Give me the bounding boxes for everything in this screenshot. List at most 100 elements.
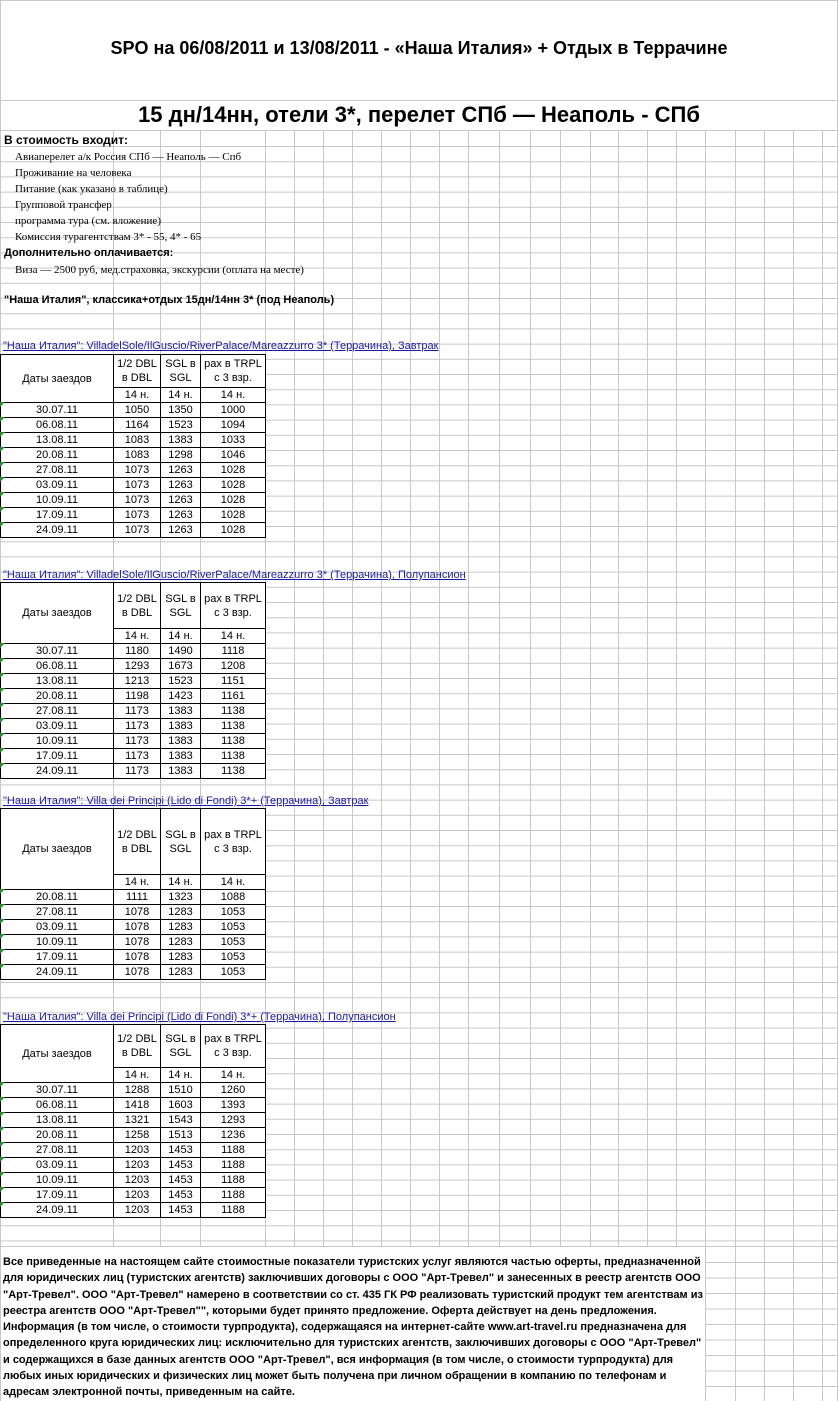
price-cell: 1293 — [113, 658, 161, 674]
price-cell: 1173 — [113, 718, 161, 734]
date-cell: 17.09.11 — [0, 507, 114, 523]
price-cell: 1263 — [160, 522, 201, 538]
nights-cell: 14 н. — [200, 387, 266, 403]
program-title: "Наша Италия", классика+отдых 15дн/14нн … — [4, 294, 335, 306]
cell-marker — [0, 1172, 5, 1177]
price-cell: 1173 — [113, 763, 161, 779]
price-cell: 1383 — [160, 718, 201, 734]
date-cell: 20.08.11 — [0, 889, 114, 905]
price-cell: 1078 — [113, 904, 161, 920]
date-cell: 13.08.11 — [0, 1112, 114, 1128]
table-link[interactable]: "Наша Италия": Villa dei Principi (Lido … — [3, 795, 369, 807]
included-item: Авиаперелет а/к Россия СПб — Неаполь — С… — [15, 151, 242, 163]
price-cell: 1118 — [200, 643, 266, 659]
price-cell: 1453 — [160, 1142, 201, 1158]
price-cell: 1078 — [113, 919, 161, 935]
price-cell: 1510 — [160, 1082, 201, 1098]
cell-marker — [0, 522, 5, 527]
cell-marker — [0, 417, 5, 422]
cell-marker — [0, 718, 5, 723]
price-cell: 1603 — [160, 1097, 201, 1113]
price-cell: 1083 — [113, 447, 161, 463]
cell-marker — [0, 688, 5, 693]
date-cell: 03.09.11 — [0, 477, 114, 493]
price-cell: 1321 — [113, 1112, 161, 1128]
price-cell: 1298 — [160, 447, 201, 463]
price-cell: 1393 — [200, 1097, 266, 1113]
column-header: 1/2 DBL в DBL — [113, 1024, 161, 1068]
extra-heading: Дополнительно оплачивается: — [4, 247, 174, 259]
subtitle: 15 дн/14нн, отели 3*, перелет СПб — Неап… — [138, 102, 700, 127]
date-cell: 03.09.11 — [0, 718, 114, 734]
date-header: Даты заездов — [0, 1024, 114, 1083]
nights-cell: 14 н. — [200, 628, 266, 644]
nights-cell: 14 н. — [160, 387, 201, 403]
price-cell: 1088 — [200, 889, 266, 905]
price-cell: 1138 — [200, 763, 266, 779]
price-cell: 1078 — [113, 964, 161, 980]
cell-marker — [0, 1187, 5, 1192]
price-cell: 1073 — [113, 492, 161, 508]
header-line: SGL — [169, 606, 192, 619]
nights-cell: 14 н. — [160, 628, 201, 644]
column-header: 1/2 DBL в DBL — [113, 808, 161, 875]
date-cell: 10.09.11 — [0, 1172, 114, 1188]
header-line: pax в TRPL — [204, 592, 262, 605]
header-line: pax в TRPL — [204, 1033, 262, 1045]
header-line: с 3 взр. — [214, 842, 252, 855]
price-cell: 1078 — [113, 949, 161, 965]
header-line: 1/2 DBL — [117, 1033, 157, 1045]
included-item: Групповой трансфер — [15, 199, 112, 211]
price-cell: 1203 — [113, 1187, 161, 1203]
price-cell: 1053 — [200, 964, 266, 980]
column-header: SGL в SGL — [160, 1024, 201, 1068]
cell-marker — [0, 949, 5, 954]
price-cell: 1050 — [113, 402, 161, 418]
date-cell: 30.07.11 — [0, 643, 114, 659]
price-cell: 1138 — [200, 718, 266, 734]
price-cell: 1173 — [113, 733, 161, 749]
cell-marker — [0, 477, 5, 482]
price-cell: 1028 — [200, 477, 266, 493]
price-cell: 1053 — [200, 919, 266, 935]
price-cell: 1000 — [200, 402, 266, 418]
cell-marker — [0, 964, 5, 969]
price-cell: 1073 — [113, 462, 161, 478]
price-cell: 1383 — [160, 748, 201, 764]
header-line: SGL в — [165, 358, 196, 370]
header-line: SGL — [169, 842, 192, 855]
date-cell: 06.08.11 — [0, 658, 114, 674]
price-cell: 1423 — [160, 688, 201, 704]
date-cell: 03.09.11 — [0, 919, 114, 935]
price-cell: 1213 — [113, 673, 161, 689]
price-cell: 1523 — [160, 417, 201, 433]
date-cell: 24.09.11 — [0, 763, 114, 779]
price-cell: 1490 — [160, 643, 201, 659]
price-cell: 1138 — [200, 703, 266, 719]
date-cell: 13.08.11 — [0, 432, 114, 448]
header-line: в DBL — [121, 606, 153, 619]
price-cell: 1236 — [200, 1127, 266, 1143]
date-cell: 10.09.11 — [0, 733, 114, 749]
disclaimer: Все приведенные на настоящем сайте стоим… — [3, 1256, 703, 1399]
included-item: Питание (как указано в таблице) — [15, 183, 168, 195]
date-cell: 30.07.11 — [0, 1082, 114, 1098]
price-cell: 1258 — [113, 1127, 161, 1143]
column-header: SGL в SGL — [160, 354, 201, 388]
price-cell: 1203 — [113, 1202, 161, 1218]
date-cell: 10.09.11 — [0, 934, 114, 950]
table-link[interactable]: "Наша Италия": VilladelSole/IlGuscio/Riv… — [3, 340, 439, 352]
table-link[interactable]: "Наша Италия": Villa dei Principi (Lido … — [3, 1011, 396, 1023]
table-link[interactable]: "Наша Италия": VilladelSole/IlGuscio/Riv… — [3, 569, 466, 581]
price-cell: 1046 — [200, 447, 266, 463]
header-line: в DBL — [121, 372, 153, 384]
price-cell: 1263 — [160, 507, 201, 523]
title: SPO на 06/08/2011 и 13/08/2011 - «Наша И… — [110, 38, 728, 58]
cell-marker — [0, 1127, 5, 1132]
cell-marker — [0, 507, 5, 512]
included-item: Комиссия турагентствам 3* - 55, 4* - 65 — [15, 231, 202, 243]
column-header: pax в TRPL с 3 взр. — [200, 808, 266, 875]
date-cell: 10.09.11 — [0, 492, 114, 508]
